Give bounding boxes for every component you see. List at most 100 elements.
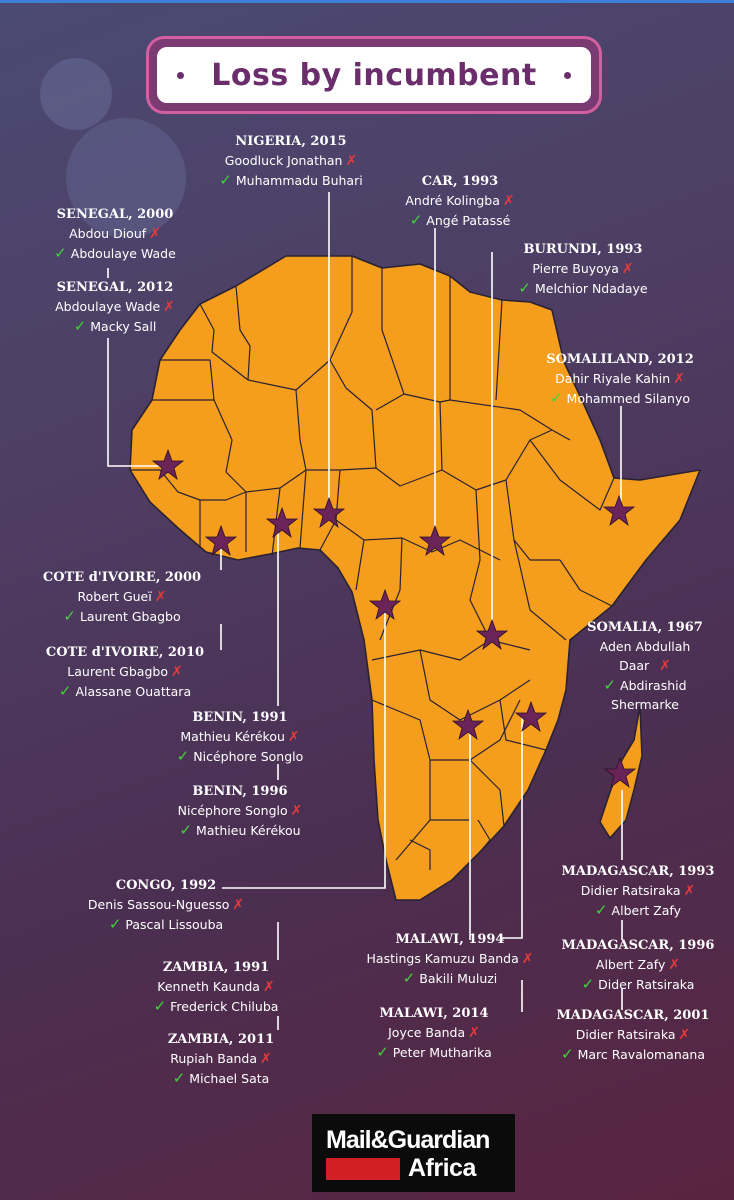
star-marker-burundi — [475, 618, 509, 651]
loser-name: Abdoulaye Wade — [55, 299, 161, 314]
winner-name: Abdoulaye Wade — [70, 246, 176, 261]
event-header: MADAGASCAR, 2001 — [556, 1008, 710, 1023]
win-check-icon: ✓ — [549, 389, 563, 407]
loser-name: Abdou Diouf — [69, 226, 147, 241]
winner-name: Laurent Gbagbo — [79, 609, 181, 624]
label-somaliland-2012: SOMALILAND, 2012 Dahir Riyale Kahin ✗ ✓ Mo… — [520, 350, 720, 408]
loser-name-line1: Aden Abdullah — [599, 639, 691, 654]
win-check-icon: ✓ — [179, 821, 193, 839]
loss-x-icon: ✗ — [345, 153, 358, 169]
loss-x-icon: ✗ — [260, 1051, 272, 1067]
label-cotedivoire-2000: COTE d'IVOIRE, 2000 Robert Gueï ✗ ✓ Lauren… — [22, 568, 222, 626]
win-check-icon: ✓ — [518, 279, 531, 297]
loss-x-icon: ✗ — [290, 803, 303, 819]
banner-dot-left — [177, 72, 184, 79]
label-senegal-2012: SENEGAL, 2012 Abdoulaye Wade ✗ ✓ Macky Sal… — [30, 278, 200, 336]
event-header: ZAMBIA, 1991 — [162, 960, 270, 975]
winner-name-line2: Shermarke — [611, 697, 679, 712]
win-check-icon: ✓ — [63, 607, 76, 625]
label-somalia-1967: SOMALIA, 1967 Aden Abdullah Daar ✗ ✓ Abdir… — [570, 618, 720, 714]
event-header: SENEGAL, 2012 — [56, 280, 174, 295]
winner-name: Marc Ravalomanana — [577, 1047, 705, 1062]
event-header: MADAGASCAR, 1996 — [561, 938, 715, 953]
winner-name: Melchior Ndadaye — [534, 281, 648, 296]
label-benin-1991: BENIN, 1991 Mathieu Kérékou ✗ ✓ Nicéphore … — [140, 708, 340, 766]
loser-name: Pierre Buyoya — [532, 261, 619, 276]
loser-name: Didier Ratsiraka — [575, 1027, 676, 1042]
win-check-icon: ✓ — [73, 317, 87, 335]
winner-name: Angé Patassé — [426, 213, 511, 228]
win-check-icon: ✓ — [153, 997, 167, 1015]
label-zambia-2011: ZAMBIA, 2011 Rupiah Banda ✗ ✓ Michael Sata — [136, 1030, 306, 1088]
loss-x-icon: ✗ — [232, 897, 245, 913]
connector-lines — [107, 192, 623, 1030]
event-header: COTE d'IVOIRE, 2000 — [42, 570, 202, 585]
label-senegal-2000: SENEGAL, 2000 Abdou Diouf ✗ ✓ Abdoulaye Wa… — [30, 205, 200, 263]
event-header: NIGERIA, 2015 — [235, 134, 347, 149]
win-check-icon: ✓ — [58, 682, 72, 700]
win-check-icon: ✓ — [561, 1045, 574, 1063]
win-check-icon: ✓ — [176, 747, 190, 765]
event-header: MALAWI, 2014 — [379, 1006, 489, 1021]
loss-x-icon: ✗ — [163, 299, 175, 315]
page-title: Loss by incumbent — [211, 57, 537, 93]
star-marker-nigeria — [312, 496, 346, 529]
win-check-icon: ✓ — [594, 901, 608, 919]
winner-name: Muhammadu Buhari — [235, 173, 363, 188]
winner-name: Mohammed Silanyo — [566, 391, 691, 406]
banner-dot-right — [564, 72, 571, 79]
label-car-1993: CAR, 1993 André Kolingba ✗ ✓ Angé Patassé — [370, 172, 550, 230]
loser-name: Joyce Banda — [388, 1025, 466, 1040]
loss-x-icon: ✗ — [154, 589, 167, 605]
event-header: COTE d'IVOIRE, 2010 — [45, 645, 205, 660]
winner-name: Albert Zafy — [611, 903, 682, 918]
loss-x-icon: ✗ — [502, 193, 515, 209]
loss-x-icon: ✗ — [678, 1027, 691, 1043]
label-cotedivoire-2010: COTE d'IVOIRE, 2010 Laurent Gbagbo ✗ ✓ Ala… — [20, 643, 230, 701]
win-check-icon: ✓ — [172, 1069, 186, 1087]
label-malawi-2014: MALAWI, 2014 Joyce Banda ✗ ✓ Peter Muthari… — [344, 1004, 524, 1062]
winner-name: Alassane Ouattara — [75, 684, 192, 699]
top-accent-line — [0, 0, 734, 3]
event-header: SOMALILAND, 2012 — [546, 352, 694, 367]
win-check-icon: ✓ — [409, 211, 423, 229]
event-header: BENIN, 1991 — [192, 710, 288, 725]
winner-name: Mathieu Kérékou — [196, 823, 301, 838]
star-marker-malawi — [514, 700, 548, 733]
loser-name: André Kolingba — [405, 193, 500, 208]
label-nigeria-2015: NIGERIA, 2015 Goodluck Jonathan ✗ ✓ Muhamm… — [186, 132, 396, 190]
loss-x-icon: ✗ — [262, 979, 275, 995]
logo-line2: Africa — [408, 1154, 476, 1182]
logo-red-bar — [326, 1158, 400, 1180]
loss-x-icon: ✗ — [683, 883, 696, 899]
winner-name: Pascal Lissouba — [125, 917, 224, 932]
loser-name: Albert Zafy — [595, 957, 666, 972]
loss-x-icon: ✗ — [621, 261, 634, 277]
event-header: ZAMBIA, 2011 — [167, 1032, 275, 1047]
label-congo-1992: CONGO, 1992 Denis Sassou-Nguesso ✗ ✓ Pasca… — [56, 876, 276, 934]
event-header: SENEGAL, 2000 — [56, 207, 174, 222]
loss-x-icon: ✗ — [668, 957, 681, 973]
loser-name: Hastings Kamuzu Banda — [366, 951, 519, 966]
mail-guardian-logo: Mail&Guardian Africa — [312, 1114, 515, 1192]
star-marker-benin — [265, 506, 299, 539]
loser-name-line2: Daar — [619, 658, 650, 673]
star-marker-senegal — [151, 448, 185, 481]
label-benin-1996: BENIN, 1996 Nicéphore Songlo ✗ ✓ Mathieu K… — [140, 782, 340, 840]
star-marker-somalia — [602, 494, 636, 527]
loser-name: Mathieu Kérékou — [180, 729, 285, 744]
loss-x-icon: ✗ — [149, 226, 161, 242]
loss-x-icon: ✗ — [287, 729, 300, 745]
star-marker-car — [418, 524, 452, 557]
label-malawi-1994: MALAWI, 1994 Hastings Kamuzu Banda ✗ ✓ Bak… — [338, 930, 562, 988]
label-zambia-1991: ZAMBIA, 1991 Kenneth Kaunda ✗ ✓ Frederick … — [116, 958, 316, 1016]
loser-name: Rupiah Banda — [170, 1051, 258, 1066]
decorative-bubble — [40, 58, 112, 130]
event-markers — [151, 448, 637, 789]
winner-name: Michael Sata — [189, 1071, 270, 1086]
winner-name-line1: Abdirashid — [620, 678, 687, 693]
decorative-bubble — [66, 118, 186, 238]
event-header: BENIN, 1996 — [192, 784, 288, 799]
star-marker-congo — [368, 588, 402, 621]
loser-name: Robert Gueï — [77, 589, 152, 604]
